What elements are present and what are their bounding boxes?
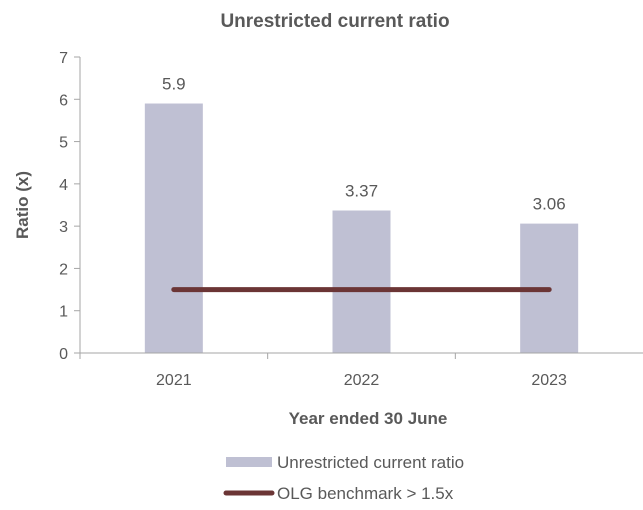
legend-swatch-bar <box>226 457 272 467</box>
data-label: 5.9 <box>162 75 186 94</box>
y-axis-title: Ratio (x) <box>13 171 32 239</box>
plot-area: 0 1 2 3 4 5 6 7 5.9 3.37 3.06 2021 2022 2023 <box>59 50 643 389</box>
legend-label-line: OLG benchmark > 1.5x <box>277 484 454 503</box>
chart-title: Unrestricted current ratio <box>220 11 449 32</box>
x-tick-label: 2023 <box>531 372 567 389</box>
legend-label-bar: Unrestricted current ratio <box>277 453 464 472</box>
data-label: 3.06 <box>533 195 566 214</box>
bar <box>144 103 203 353</box>
y-tick-label: 7 <box>59 50 68 67</box>
legend: Unrestricted current ratio OLG benchmark… <box>223 453 464 503</box>
y-tick-label: 1 <box>59 304 68 321</box>
x-tick-label: 2022 <box>344 372 380 389</box>
data-label: 3.37 <box>345 181 378 200</box>
x-tick-label: 2021 <box>156 372 192 389</box>
y-tick-label: 2 <box>59 261 68 278</box>
y-tick-label: 3 <box>59 219 68 236</box>
y-tick-label: 6 <box>59 92 68 109</box>
x-axis-title: Year ended 30 June <box>289 409 448 428</box>
bar <box>332 210 391 353</box>
y-tick-label: 4 <box>59 177 68 194</box>
y-tick-label: 0 <box>59 346 68 363</box>
y-tick-label: 5 <box>59 135 68 152</box>
